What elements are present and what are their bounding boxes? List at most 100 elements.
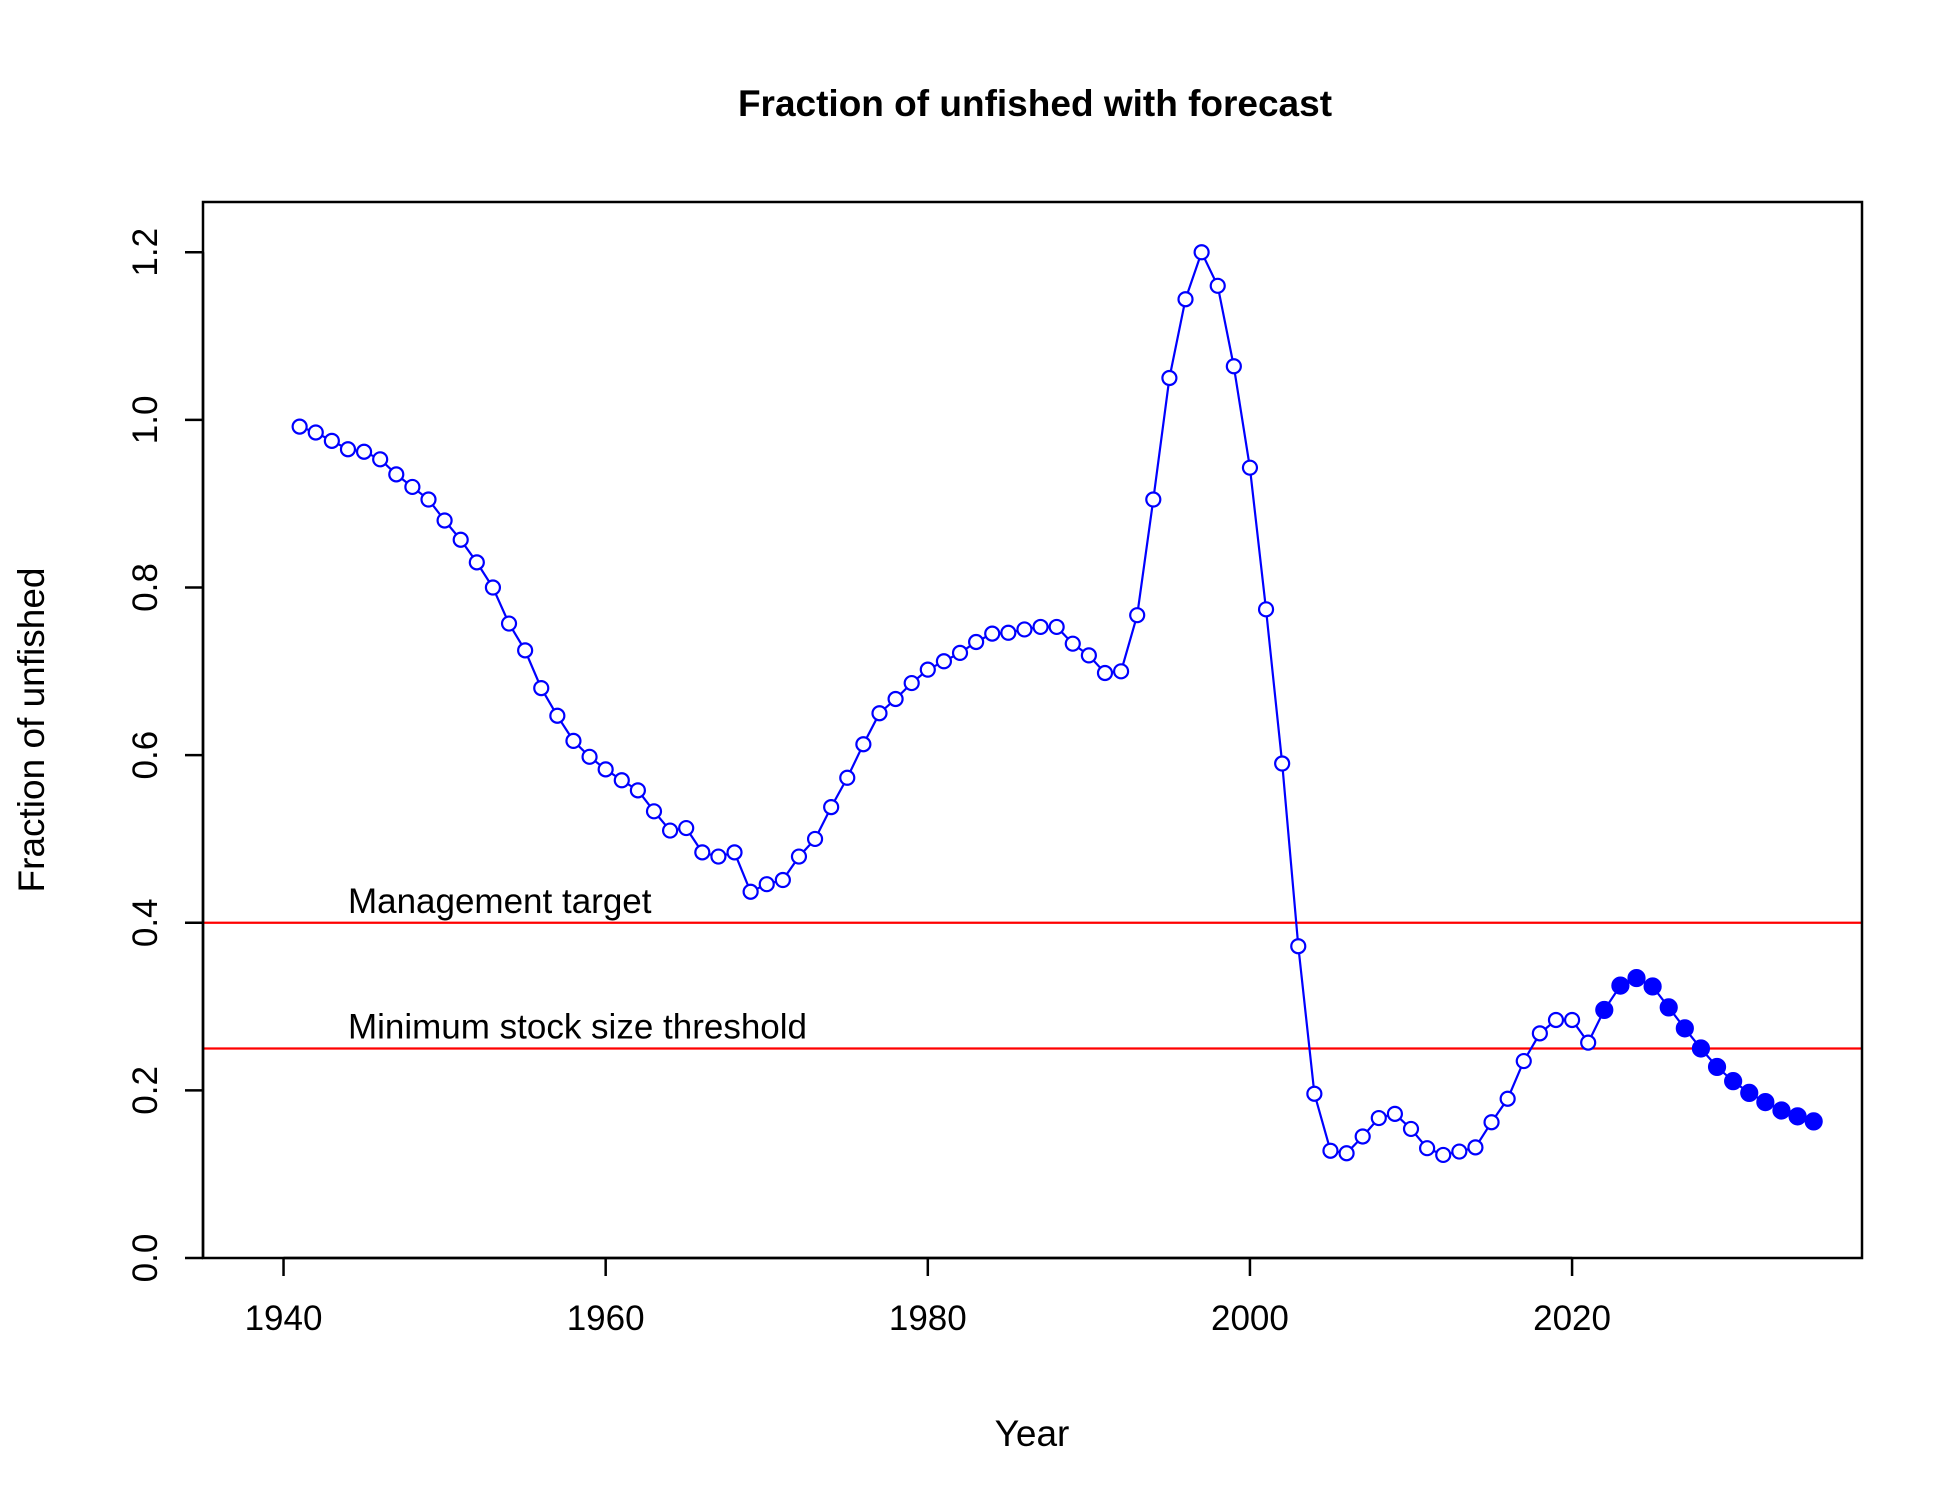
x-tick-label-1980: 1980 xyxy=(889,1299,967,1338)
data-point-forecast-2025 xyxy=(1643,977,1662,996)
data-point-historical-1942 xyxy=(307,424,324,441)
data-point-historical-1961 xyxy=(613,772,630,789)
x-tick-label-2020: 2020 xyxy=(1533,1299,1611,1338)
data-point-forecast-2032 xyxy=(1756,1093,1775,1112)
data-point-historical-1952 xyxy=(468,554,485,571)
data-point-forecast-2031 xyxy=(1740,1083,1759,1102)
data-point-historical-1981 xyxy=(935,653,953,670)
data-point-historical-1995 xyxy=(1161,369,1178,387)
data-point-historical-1945 xyxy=(355,443,373,460)
data-point-historical-1958 xyxy=(565,732,582,749)
data-point-historical-1949 xyxy=(420,491,437,508)
data-point-historical-1957 xyxy=(549,707,566,724)
data-point-historical-2002 xyxy=(1274,755,1291,772)
data-point-historical-1977 xyxy=(871,705,888,722)
data-point-historical-1975 xyxy=(839,769,856,786)
data-point-historical-1993 xyxy=(1129,607,1146,624)
y-tick-label-1: 0.2 xyxy=(126,1066,165,1115)
chart-title: Fraction of unfished with forecast xyxy=(738,83,1332,124)
data-point-historical-1982 xyxy=(951,644,969,661)
x-axis: 1940 1960 1980 2000 2020 xyxy=(245,1256,1611,1338)
data-point-historical-2007 xyxy=(1354,1128,1371,1145)
data-point-historical-2008 xyxy=(1370,1109,1387,1127)
data-point-historical-2020 xyxy=(1563,1011,1581,1029)
data-point-forecast-2023 xyxy=(1611,976,1630,995)
data-point-historical-1950 xyxy=(436,512,453,529)
data-point-historical-2017 xyxy=(1515,1052,1532,1070)
data-point-historical-1943 xyxy=(323,432,340,449)
data-point-forecast-2035 xyxy=(1804,1112,1823,1131)
data-point-forecast-2034 xyxy=(1788,1107,1807,1126)
x-tick-label-1940: 1940 xyxy=(245,1299,323,1338)
y-tick-label-6: 1.2 xyxy=(126,228,165,277)
x-tick-label-2000: 2000 xyxy=(1211,1299,1289,1338)
data-point-forecast-2030 xyxy=(1724,1072,1743,1091)
data-point-historical-1974 xyxy=(823,799,840,816)
data-point-historical-1960 xyxy=(597,761,614,778)
data-point-historical-1944 xyxy=(339,441,357,458)
data-point-historical-2003 xyxy=(1290,938,1307,955)
plot-area: Management target Minimum stock size thre… xyxy=(203,244,1862,1164)
data-point-historical-1991 xyxy=(1096,664,1114,682)
data-point-historical-1970 xyxy=(758,876,775,893)
x-tick-label-1960: 1960 xyxy=(567,1299,645,1338)
data-point-forecast-2026 xyxy=(1659,998,1678,1017)
data-point-historical-1985 xyxy=(1000,624,1017,641)
data-point-forecast-2029 xyxy=(1707,1057,1727,1077)
data-point-historical-1948 xyxy=(404,478,421,496)
data-point-historical-1966 xyxy=(694,844,711,861)
data-point-historical-1967 xyxy=(710,848,727,865)
data-point-historical-2001 xyxy=(1257,601,1275,618)
data-point-forecast-2024 xyxy=(1627,968,1646,988)
data-point-historical-1983 xyxy=(968,633,985,651)
y-tick-label-2: 0.4 xyxy=(126,898,165,947)
data-point-historical-1973 xyxy=(806,830,824,848)
y-tick-label-5: 1.0 xyxy=(126,396,165,445)
y-tick-label-3: 0.6 xyxy=(126,731,165,780)
data-point-historical-1987 xyxy=(1032,618,1049,636)
y-tick-label-0: 0.0 xyxy=(126,1234,165,1283)
data-point-historical-1953 xyxy=(484,579,502,596)
data-point-historical-1964 xyxy=(661,822,679,839)
data-point-historical-2010 xyxy=(1402,1120,1420,1138)
data-point-historical-1954 xyxy=(500,615,518,632)
data-point-historical-2000 xyxy=(1241,459,1259,476)
data-point-forecast-2022 xyxy=(1595,1000,1614,1020)
data-point-historical-1941 xyxy=(291,418,308,435)
data-point-historical-2013 xyxy=(1451,1143,1468,1160)
data-point-historical-2014 xyxy=(1467,1139,1484,1156)
reference-line-label-0: Management target xyxy=(348,882,652,921)
data-point-historical-1996 xyxy=(1177,291,1194,308)
data-point-historical-1984 xyxy=(984,625,1001,642)
data-point-historical-1965 xyxy=(678,819,695,837)
data-point-historical-2004 xyxy=(1306,1085,1323,1102)
y-axis: 0.0 0.2 0.4 0.6 0.8 1.0 1.2 xyxy=(126,228,205,1283)
data-point-historical-2012 xyxy=(1435,1146,1452,1164)
data-point-historical-2009 xyxy=(1386,1105,1404,1122)
data-point-historical-1963 xyxy=(645,803,663,820)
data-point-historical-1955 xyxy=(517,642,534,659)
y-tick-label-4: 0.8 xyxy=(126,563,165,612)
x-axis-label: Year xyxy=(995,1413,1070,1454)
data-point-historical-2005 xyxy=(1322,1142,1339,1159)
data-point-historical-1989 xyxy=(1064,635,1081,652)
data-point-historical-1992 xyxy=(1112,663,1130,680)
reference-line-label-1: Minimum stock size threshold xyxy=(348,1007,807,1046)
data-point-forecast-2027 xyxy=(1675,1019,1694,1038)
data-point-historical-1976 xyxy=(855,736,872,753)
data-point-historical-2018 xyxy=(1531,1025,1548,1042)
data-point-historical-1972 xyxy=(790,848,808,865)
data-point-historical-2006 xyxy=(1338,1145,1355,1162)
data-point-historical-1971 xyxy=(774,871,791,889)
data-point-historical-2016 xyxy=(1499,1090,1516,1107)
data-point-historical-1994 xyxy=(1145,491,1162,508)
data-point-historical-1956 xyxy=(533,679,550,697)
y-axis-label: Fraction of unfished xyxy=(11,568,52,893)
data-point-historical-1998 xyxy=(1209,277,1226,294)
plot-frame xyxy=(201,200,1864,1260)
data-point-historical-1969 xyxy=(742,883,759,900)
data-point-historical-1951 xyxy=(452,531,469,548)
data-point-historical-1988 xyxy=(1048,618,1065,636)
data-point-historical-1946 xyxy=(372,451,389,468)
